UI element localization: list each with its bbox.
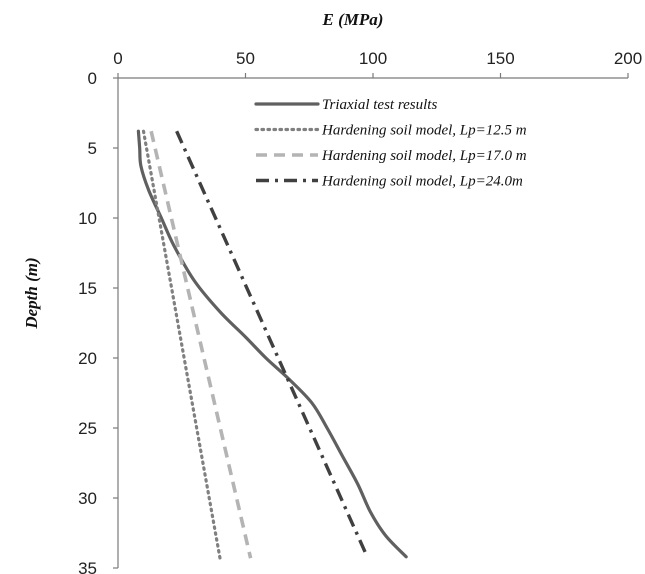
x-tick-label: 0 xyxy=(113,49,122,68)
legend-label-2: Hardening soil model, Lp=12.5 m xyxy=(321,123,527,139)
series-line-2 xyxy=(141,129,222,560)
y-tick-label: 35 xyxy=(78,559,97,574)
x-axis-title: E (MPa) xyxy=(322,10,384,29)
y-tick-label: 5 xyxy=(88,139,97,158)
y-tick-label: 10 xyxy=(78,209,97,228)
x-tick-label: 200 xyxy=(614,49,642,68)
series-layer xyxy=(136,129,408,560)
axes-group: 0 50 100 150 200 0 5 10 15 20 25 30 35 xyxy=(78,49,642,574)
x-tick-label: 150 xyxy=(486,49,514,68)
y-tick-label: 30 xyxy=(78,489,97,508)
legend: Triaxial test results Hardening soil mode… xyxy=(254,97,527,190)
legend-label-4: Hardening soil model, Lp=24.0m xyxy=(321,174,523,190)
x-tick-label: 50 xyxy=(236,49,255,68)
y-axis-title: Depth (m) xyxy=(22,257,41,329)
y-tick-label: 15 xyxy=(78,279,97,298)
series-line-1 xyxy=(136,129,408,559)
y-ticks: 0 5 10 15 20 25 30 35 xyxy=(78,69,118,574)
legend-label-3: Hardening soil model, Lp=17.0 m xyxy=(321,148,527,164)
y-tick-label: 25 xyxy=(78,419,97,438)
y-tick-label: 0 xyxy=(88,69,97,88)
series-line-3 xyxy=(149,130,253,559)
y-tick-label: 20 xyxy=(78,349,97,368)
series-line-4 xyxy=(175,130,367,554)
legend-label-1: Triaxial test results xyxy=(322,97,437,113)
x-tick-label: 100 xyxy=(359,49,387,68)
x-ticks: 0 50 100 150 200 xyxy=(113,49,642,78)
